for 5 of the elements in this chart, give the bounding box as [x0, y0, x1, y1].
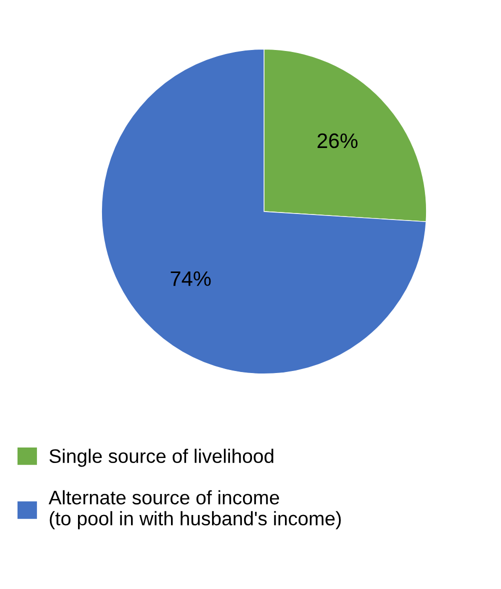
data-label: 74%: [170, 271, 211, 286]
data-label: 26%: [318, 133, 358, 148]
pie-slice: [101, 48, 426, 374]
legend-label: Single source of livelihood: [49, 448, 274, 467]
legend-label: Alternate source of income (to pool in with husband's income): [48, 490, 341, 530]
